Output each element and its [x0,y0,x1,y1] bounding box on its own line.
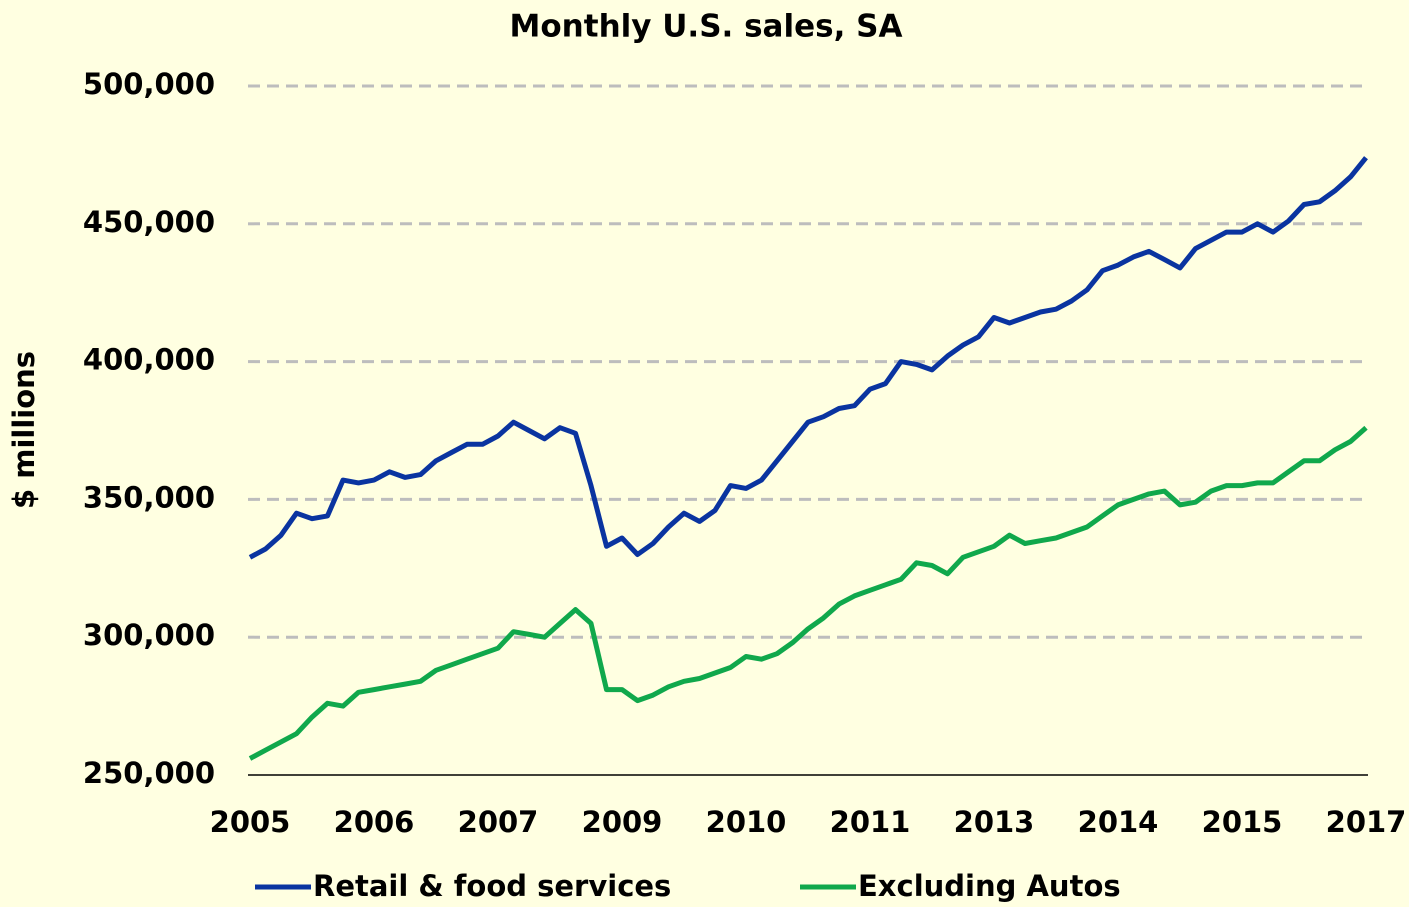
y-tick-label: 300,000 [83,618,215,652]
x-tick-label: 2007 [458,805,539,839]
legend-label: Retail & food services [313,869,671,903]
series-line [248,156,1368,560]
x-tick-label: 2005 [210,805,291,839]
y-axis-label: $ millions [7,351,41,509]
x-tick-label: 2014 [1078,805,1159,839]
y-tick-label: 500,000 [83,67,215,101]
x-tick-label: 2015 [1202,805,1283,839]
chart-title: Monthly U.S. sales, SA [510,9,903,45]
x-tick-label: 2017 [1326,805,1407,839]
legend-label: Excluding Autos [858,869,1121,903]
x-tick-label: 2009 [582,805,663,839]
series-line [248,425,1368,761]
y-tick-label: 250,000 [83,756,215,790]
y-tick-label: 400,000 [83,343,215,377]
x-tick-label: 2006 [334,805,415,839]
y-tick-label: 350,000 [83,480,215,514]
x-tick-label: 2013 [954,805,1035,839]
y-tick-label: 450,000 [83,205,215,239]
x-tick-label: 2011 [830,805,911,839]
x-tick-label: 2010 [706,805,787,839]
